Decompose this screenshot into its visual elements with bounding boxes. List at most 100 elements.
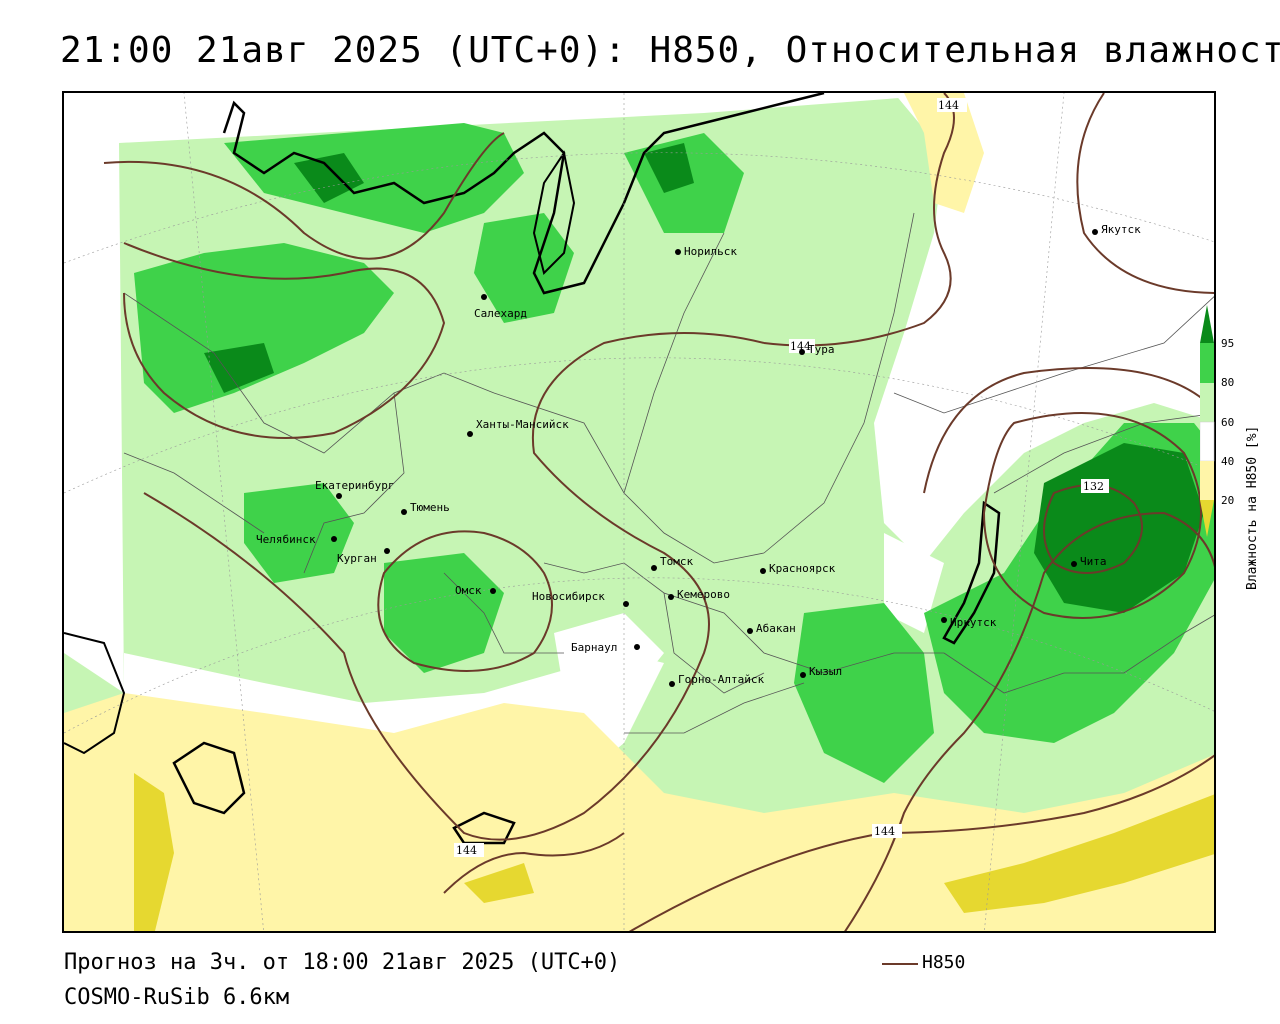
map-area[interactable]: 144 144 132 144 144 Якутск Норильск Сале…: [62, 91, 1216, 933]
rh-below-20-area: [134, 773, 174, 931]
region-border: [763, 212, 915, 554]
city-dot: [467, 431, 473, 437]
rh-20-40-area: [64, 693, 1214, 931]
colorbar-top-triangle: [1200, 305, 1214, 343]
h850-contour: [1076, 93, 1214, 294]
lake-outline: [172, 741, 246, 815]
rh-80-95-area: [384, 553, 504, 673]
region-border: [624, 682, 805, 734]
contour-legend-line: [882, 963, 918, 965]
colorbar-segment: [1200, 383, 1214, 422]
h850-contour: [763, 93, 955, 347]
h850-contour: [103, 132, 505, 260]
city-dot: [760, 568, 766, 574]
city-dot: [669, 681, 675, 687]
city-label: Якутск: [1101, 223, 1141, 236]
baikal-lake: [942, 500, 1001, 645]
region-border: [663, 592, 765, 694]
contour-label-bg: [789, 339, 815, 353]
colorbar-segment: [1200, 421, 1215, 462]
h850-contour: [377, 530, 553, 672]
colorbar-tick: 60: [1221, 416, 1234, 429]
coastline: [532, 150, 576, 275]
forecast-info: Прогноз на 3ч. от 18:00 21авг 2025 (UTC+…: [64, 950, 621, 975]
city-label: Екатеринбург: [315, 479, 394, 492]
city-label: Челябинск: [256, 533, 316, 546]
city-dot: [747, 628, 753, 634]
colorbar-tick: 80: [1221, 376, 1234, 389]
region-border: [993, 413, 1214, 494]
contour-label-bg: [872, 824, 902, 838]
rh-80-95-area: [474, 213, 574, 323]
city-markers: Якутск Норильск Салехард Тура Ханты-Манс…: [256, 223, 1141, 687]
h850-contour: [923, 367, 1214, 494]
region-border: [623, 232, 725, 494]
rh-95-plus-area: [204, 343, 274, 393]
colorbar-tick: 95: [1221, 337, 1234, 350]
map-title: 21:00 21авг 2025 (UTC+0): H850, Относите…: [60, 30, 1280, 71]
graticule-line: [183, 93, 264, 931]
city-label: Красноярск: [769, 562, 836, 575]
colorbar-tick: 40: [1221, 455, 1234, 468]
rh-below-20-area: [464, 863, 534, 903]
city-dot: [1092, 229, 1098, 235]
colorbar-segment: [1200, 343, 1214, 383]
city-label: Омск: [455, 584, 482, 597]
city-dot: [384, 548, 390, 554]
region-border: [123, 452, 265, 534]
colorbar-segment: [1200, 461, 1214, 500]
city-label: Чита: [1080, 555, 1107, 568]
contour-label-bg: [454, 843, 484, 857]
city-dot: [623, 601, 629, 607]
city-label: Тура: [808, 343, 835, 356]
graticule-line: [64, 152, 1214, 264]
contour-label: 144: [938, 99, 959, 112]
city-dot: [401, 509, 407, 515]
h850-contour: [628, 754, 1214, 931]
h850-contour: [1043, 484, 1143, 574]
rh-95-plus-area: [644, 143, 694, 193]
contour-label: 144: [874, 825, 895, 838]
city-dot: [675, 249, 681, 255]
region-border: [123, 292, 495, 454]
city-label: Иркутск: [950, 616, 997, 629]
h850-contour: [143, 332, 765, 841]
coastline: [222, 93, 825, 295]
city-dot: [799, 349, 805, 355]
city-dot: [634, 644, 640, 650]
contour-label: 132: [1083, 480, 1104, 493]
rh-40-60-area: [554, 613, 664, 703]
city-label: Кызыл: [809, 665, 842, 678]
region-border: [543, 562, 944, 674]
city-dot: [336, 493, 342, 499]
city-label: Норильск: [684, 245, 737, 258]
city-dot: [331, 536, 337, 542]
city-label: Салехард: [474, 307, 527, 320]
city-dot: [651, 565, 657, 571]
city-label: Новосибирск: [532, 590, 605, 603]
contour-label: 144: [790, 340, 811, 353]
region-border: [303, 392, 405, 574]
coastline: [64, 632, 126, 755]
city-label: Абакан: [756, 622, 796, 635]
region-border: [493, 392, 765, 564]
rh-40-60-area: [884, 533, 944, 633]
rh-80-95-area: [794, 603, 934, 783]
rh-80-95-area: [244, 483, 354, 583]
rh-colorbar: 95 80 60 40 20: [1200, 305, 1234, 537]
colorbar-bottom-triangle: [1200, 500, 1214, 537]
h850-contour: [123, 242, 446, 439]
city-dot: [800, 672, 806, 678]
city-dot: [481, 294, 487, 300]
map-canvas: 144 144 132 144 144 Якутск Норильск Сале…: [64, 93, 1214, 931]
city-label: Ханты-Мансийск: [476, 418, 569, 431]
rh-below-20-area: [944, 794, 1214, 913]
colorbar-title: Влажность на H850 [%]: [1245, 425, 1260, 590]
city-label: Томск: [660, 555, 693, 568]
rh-95-plus-area: [294, 153, 364, 203]
city-label: Горно-Алтайск: [678, 673, 764, 686]
city-dot: [1071, 561, 1077, 567]
colorbar-tick: 20: [1221, 494, 1234, 507]
model-name: COSMO-RuSib 6.6км: [64, 985, 290, 1010]
city-label: Барнаул: [571, 641, 617, 654]
